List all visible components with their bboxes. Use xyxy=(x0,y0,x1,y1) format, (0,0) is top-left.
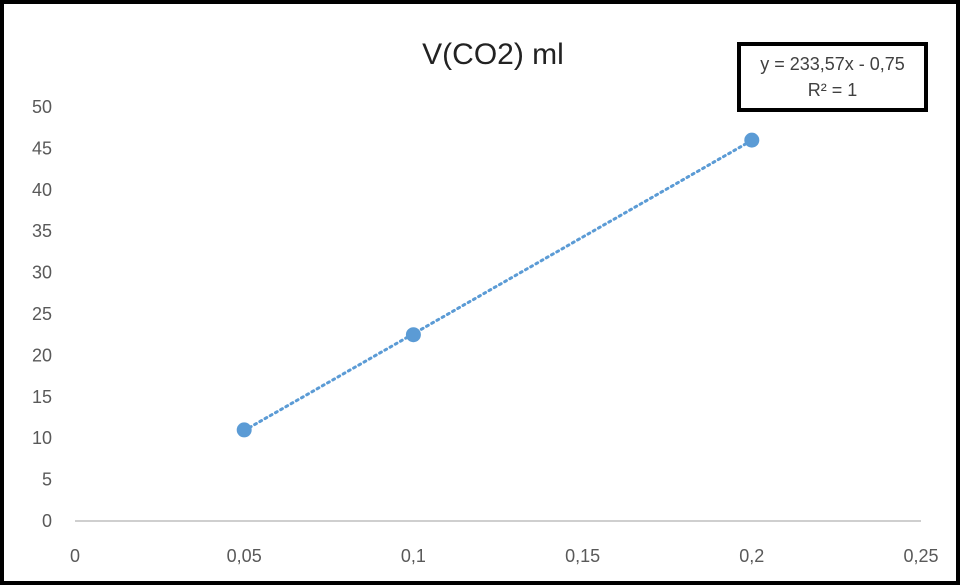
y-tick-label: 0 xyxy=(42,511,52,531)
trendline-equation: y = 233,57x - 0,75 xyxy=(760,54,905,74)
y-tick-label: 15 xyxy=(32,387,52,407)
x-tick-label: 0,15 xyxy=(565,546,600,566)
trendline xyxy=(242,138,754,433)
chart-title: V(CO2) ml xyxy=(422,38,564,71)
r-squared-label: R² = 1 xyxy=(807,80,858,100)
data-point xyxy=(236,422,252,438)
data-point xyxy=(744,132,760,148)
y-tick-label: 35 xyxy=(32,221,52,241)
y-tick-label: 20 xyxy=(32,345,52,365)
y-tick-label: 5 xyxy=(42,470,52,490)
trendline-equation-box: y = 233,57x - 0,75 R² = 1 xyxy=(737,42,928,112)
x-tick-label: 0 xyxy=(70,546,80,566)
y-tick-label: 50 xyxy=(32,97,52,117)
data-points xyxy=(236,132,760,438)
x-tick-labels: 0 0,05 0,1 0,15 0,2 0,25 xyxy=(70,546,939,566)
y-tick-label: 40 xyxy=(32,180,52,200)
y-tick-label: 30 xyxy=(32,263,52,283)
x-tick-label: 0,1 xyxy=(401,546,426,566)
x-tick-label: 0,05 xyxy=(227,546,262,566)
y-tick-label: 10 xyxy=(32,428,52,448)
y-tick-label: 45 xyxy=(32,138,52,158)
y-tick-labels: 0 5 10 15 20 25 30 35 40 45 50 xyxy=(32,97,52,531)
x-tick-label: 0,25 xyxy=(903,546,938,566)
y-tick-label: 25 xyxy=(32,304,52,324)
x-tick-label: 0,2 xyxy=(739,546,764,566)
data-point xyxy=(405,327,421,343)
